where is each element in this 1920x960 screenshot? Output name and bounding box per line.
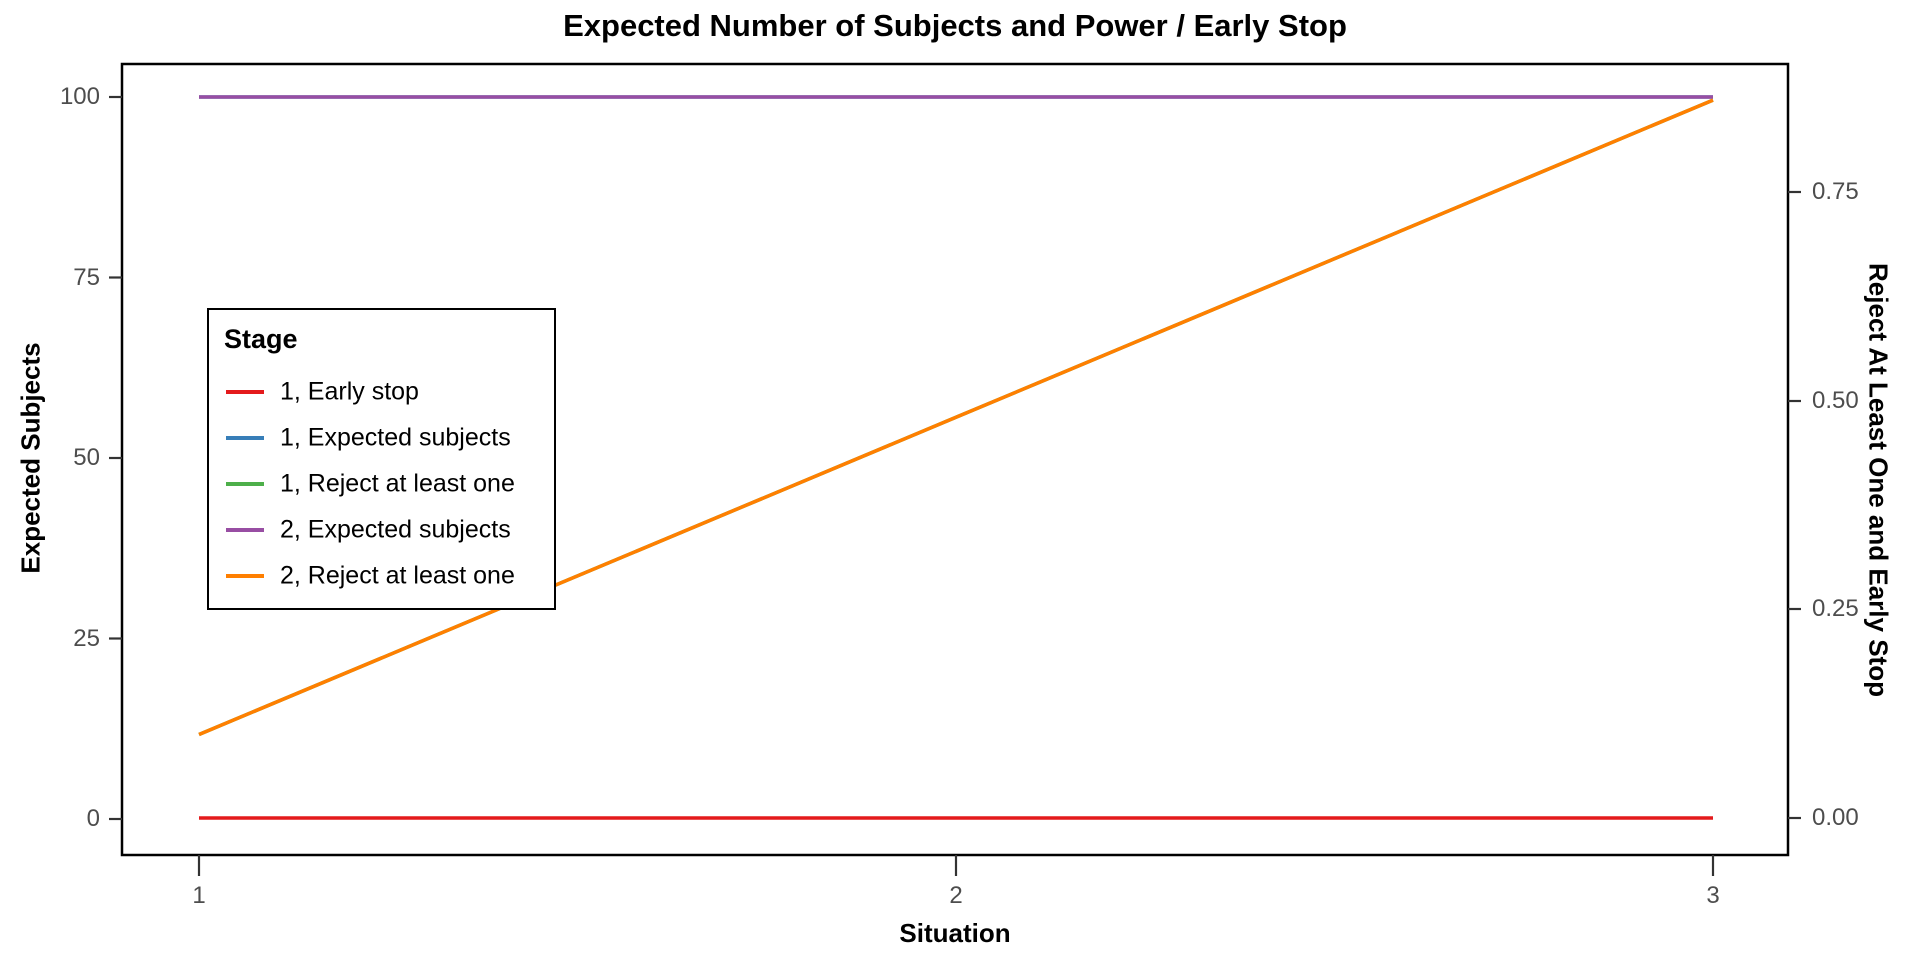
legend-key-line-orange — [226, 574, 264, 578]
right-tick-label-000: 0.00 — [1812, 804, 1859, 831]
left-tick-label-25: 25 — [73, 624, 100, 652]
right-axis-title: Reject At Least One and Early Stop — [1863, 263, 1894, 697]
legend-item-1-early-stop: 1, Early stop — [209, 369, 554, 415]
legend-item-label: 2, Expected subjects — [280, 515, 511, 544]
legend-box: Stage 1, Early stop 1, Expected subjects… — [207, 308, 556, 610]
left-tick-label-75: 75 — [73, 263, 100, 291]
left-tick-label-100: 100 — [59, 83, 100, 110]
right-tick-label-075: 0.75 — [1812, 178, 1859, 205]
legend-title: Stage — [224, 324, 298, 354]
series-layer — [198, 95, 1714, 820]
series-line-2-reject-at-least-one — [198, 98, 1714, 737]
legend-item-label: 2, Reject at least one — [280, 561, 515, 590]
left-axis-title: Expected Subjects — [15, 342, 46, 574]
left-tick-label-0: 0 — [86, 805, 100, 832]
left-tick-label-50: 50 — [73, 444, 100, 471]
right-axis-ticks — [1788, 190, 1801, 820]
x-tick-label-1: 1 — [192, 882, 206, 909]
legend-item-1-reject-at-least-one: 1, Reject at least one — [209, 461, 554, 507]
legend-item-2-reject-at-least-one: 2, Reject at least one — [209, 553, 554, 599]
x-axis-ticks — [197, 855, 1715, 876]
legend-key-line-blue — [226, 436, 264, 440]
legend-item-1-expected-subjects: 1, Expected subjects — [209, 415, 554, 461]
legend-item-label: 1, Expected subjects — [280, 423, 511, 452]
x-tick-label-2: 2 — [949, 882, 963, 909]
x-axis-title: Situation — [899, 918, 1011, 948]
chart-title: Expected Number of Subjects and Power / … — [563, 8, 1347, 43]
legend-key-line-red — [226, 390, 264, 394]
x-tick-label-3: 3 — [1706, 882, 1720, 909]
legend-key-line-purple — [226, 528, 264, 532]
right-tick-label-050: 0.50 — [1812, 387, 1859, 414]
legend-item-label: 1, Reject at least one — [280, 469, 515, 498]
left-axis-ticks — [109, 95, 122, 821]
legend-item-2-expected-subjects: 2, Expected subjects — [209, 507, 554, 553]
legend-item-label: 1, Early stop — [280, 377, 419, 406]
right-tick-label-025: 0.25 — [1812, 595, 1859, 622]
legend-key-line-green — [226, 482, 264, 486]
